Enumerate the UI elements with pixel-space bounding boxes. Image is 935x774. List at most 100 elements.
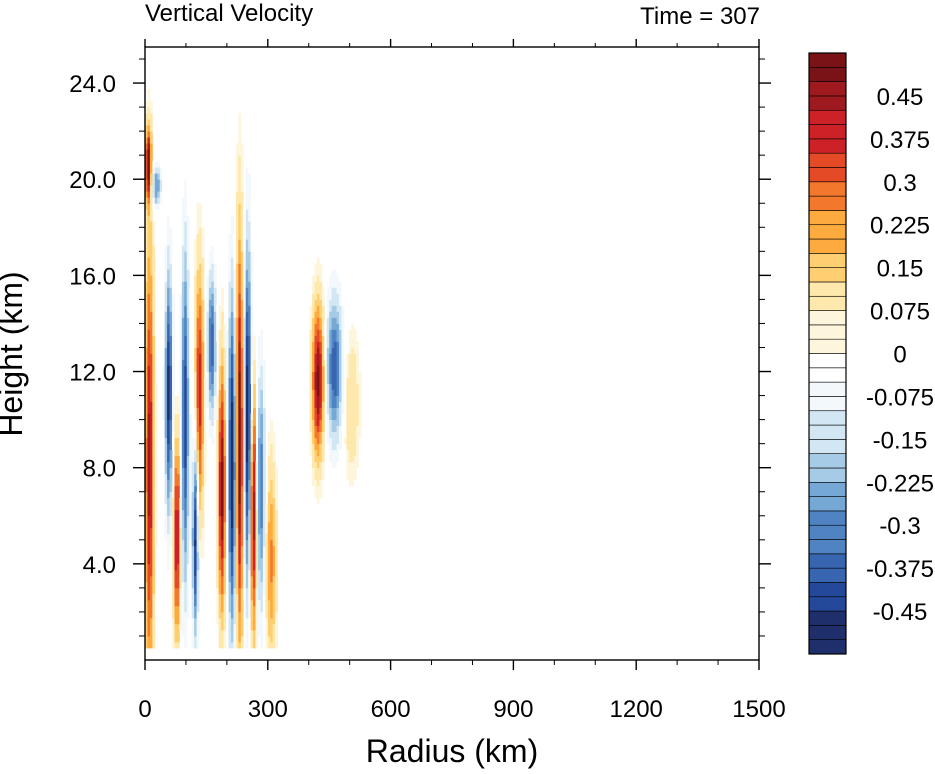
heatmap-cell: [257, 317, 261, 324]
heatmap-cell: [238, 575, 242, 583]
heatmap-cell: [211, 281, 215, 288]
heatmap-cell: [145, 377, 148, 384]
heatmap-cell: [208, 299, 212, 306]
heatmap-cell: [331, 467, 335, 475]
heatmap-cell: [149, 473, 153, 481]
heatmap-cell: [147, 173, 151, 180]
heatmap-cell: [176, 611, 180, 619]
heatmap-cell: [238, 167, 242, 174]
heatmap-cell: [309, 407, 313, 414]
heatmap-cell: [154, 539, 158, 547]
heatmap-cell: [248, 227, 252, 234]
heatmap-cell: [334, 473, 337, 481]
heatmap-cell: [262, 599, 266, 607]
heatmap-cell: [250, 419, 254, 427]
heatmap-cell: [147, 323, 151, 330]
heatmap-cell: [255, 617, 259, 625]
heatmap-cell: [248, 533, 252, 541]
heatmap-cell: [248, 455, 252, 463]
heatmap-cell: [164, 215, 168, 222]
heatmap-cell: [181, 533, 185, 541]
heatmap-cell: [159, 185, 163, 192]
heatmap-cell: [230, 389, 234, 396]
heatmap-cell: [206, 263, 210, 270]
heatmap-cell: [221, 551, 224, 559]
heatmap-cell: [194, 467, 197, 475]
heatmap-cell: [223, 551, 227, 559]
heatmap-cell: [218, 509, 222, 517]
heatmap-cell: [226, 575, 229, 583]
heatmap-cell: [145, 107, 148, 114]
heatmap-cell: [201, 281, 205, 288]
heatmap-cell: [233, 563, 237, 571]
heatmap-cell: [149, 623, 153, 631]
heatmap-cell: [164, 323, 168, 330]
heatmap-cell: [228, 245, 232, 252]
heatmap-cell: [329, 467, 333, 475]
heatmap-cell: [169, 221, 173, 228]
heatmap-cell: [255, 521, 259, 529]
heatmap-cell: [218, 599, 222, 607]
heatmap-cell: [176, 563, 180, 571]
heatmap-cell: [181, 449, 185, 457]
heatmap-cell: [250, 413, 254, 421]
heatmap-cell: [167, 389, 170, 396]
heatmap-cell: [250, 485, 254, 493]
heatmap-cell: [248, 179, 252, 186]
heatmap-cell: [196, 401, 200, 408]
heatmap-cell: [184, 533, 188, 541]
heatmap-cell: [331, 365, 335, 372]
heatmap-cell: [172, 269, 175, 276]
heatmap-cell: [233, 641, 237, 649]
colorbar-swatch: [808, 338, 847, 354]
heatmap-cell: [309, 347, 313, 354]
heatmap-cell: [194, 347, 197, 354]
heatmap-cell: [226, 335, 229, 342]
heatmap-cell: [149, 449, 153, 457]
heatmap-cell: [331, 479, 335, 487]
heatmap-cell: [326, 317, 330, 324]
heatmap-cell: [186, 581, 190, 589]
heatmap-cell: [235, 299, 239, 306]
heatmap-cell: [147, 287, 151, 294]
heatmap-cell: [270, 587, 274, 595]
heatmap-cell: [267, 491, 271, 499]
heatmap-cell: [211, 269, 215, 276]
heatmap-cell: [199, 425, 202, 433]
heatmap-cell: [230, 551, 234, 559]
heatmap-cell: [270, 551, 274, 559]
heatmap-cell: [226, 623, 229, 631]
heatmap-cell: [228, 551, 232, 559]
heatmap-cell: [147, 383, 151, 390]
heatmap-cell: [341, 341, 345, 348]
heatmap-cell: [174, 443, 178, 451]
heatmap-cell: [339, 419, 342, 427]
heatmap-cell: [250, 431, 254, 439]
heatmap-cell: [223, 425, 227, 433]
heatmap-cell: [257, 515, 261, 523]
heatmap-cell: [240, 581, 244, 589]
heatmap-cell: [257, 485, 261, 493]
heatmap-cell: [181, 545, 185, 553]
heatmap-cell: [221, 305, 224, 312]
heatmap-cell: [346, 383, 350, 390]
heatmap-cell: [189, 521, 193, 529]
heatmap-cell: [216, 437, 220, 445]
heatmap-cell: [316, 299, 320, 306]
heatmap-cell: [257, 419, 261, 427]
heatmap-cell: [181, 275, 185, 282]
heatmap-cell: [358, 419, 362, 427]
heatmap-cell: [240, 575, 244, 583]
heatmap-cell: [339, 353, 342, 360]
heatmap-cell: [152, 257, 156, 264]
heatmap-cell: [228, 197, 232, 204]
heatmap-cell: [152, 599, 156, 607]
heatmap-cell: [334, 467, 337, 475]
heatmap-cell: [184, 347, 188, 354]
heatmap-cell: [226, 455, 229, 463]
heatmap-cell: [248, 569, 252, 577]
heatmap-cell: [184, 161, 188, 168]
heatmap-cell: [316, 263, 320, 270]
heatmap-cell: [321, 425, 325, 433]
heatmap-cell: [162, 305, 166, 312]
